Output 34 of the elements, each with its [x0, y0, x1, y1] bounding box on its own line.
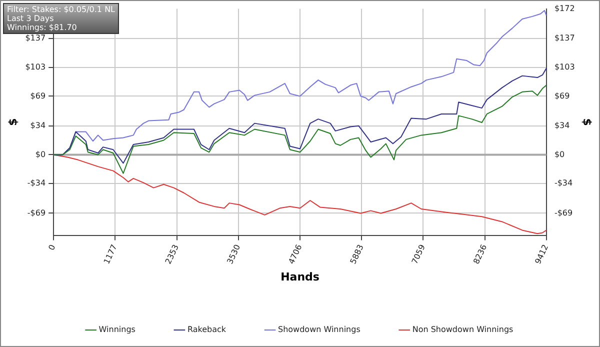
- y-tick-label: $137: [25, 34, 46, 43]
- y-axis-title: $: [6, 118, 20, 126]
- x-tick-label: 3530: [225, 243, 242, 266]
- legend-label: Showdown Winnings: [278, 325, 360, 334]
- annotation: Last 3 Days: [7, 14, 55, 23]
- legend-label: Rakeback: [187, 325, 226, 334]
- y-tick-label: -$69: [27, 208, 46, 218]
- annotation: Filter: Stakes: $0.05/0.1 NL: [7, 5, 116, 14]
- legend-label: Non Showdown Winnings: [412, 325, 514, 334]
- x-tick-label: 1177: [102, 243, 119, 266]
- x-tick-label: 2353: [164, 243, 180, 266]
- y2-tick-label: $137: [554, 34, 575, 43]
- y2-tick-label: $0: [554, 150, 565, 159]
- y2-tick-label: $103: [554, 62, 575, 72]
- y-tick-label: -$34: [27, 178, 46, 188]
- x-tick-label: 9412: [533, 243, 550, 266]
- y2-tick-label: $69: [554, 91, 570, 100]
- y2-tick-label: $34: [554, 120, 570, 130]
- legend-label: Winnings: [98, 325, 136, 334]
- x-tick-label: 0: [46, 243, 58, 252]
- annotation: Winnings: $81.70: [7, 23, 78, 32]
- x-axis-title: Hands: [280, 270, 320, 284]
- y2-tick-label: -$69: [554, 208, 573, 218]
- y-tick-label: $34: [30, 120, 46, 130]
- y-tick-label: $0: [35, 150, 46, 159]
- y2-tick-label: -$34: [554, 178, 573, 188]
- x-tick-label: 8236: [472, 243, 489, 266]
- y2-axis-title: $: [580, 118, 594, 126]
- y-tick-label: $103: [25, 62, 46, 72]
- x-tick-label: 5883: [348, 243, 366, 266]
- x-tick-label: 7059: [410, 243, 427, 266]
- x-tick-label: 4706: [286, 243, 304, 266]
- y2-tick-label: $172: [554, 4, 575, 13]
- y-tick-label: $69: [30, 91, 46, 100]
